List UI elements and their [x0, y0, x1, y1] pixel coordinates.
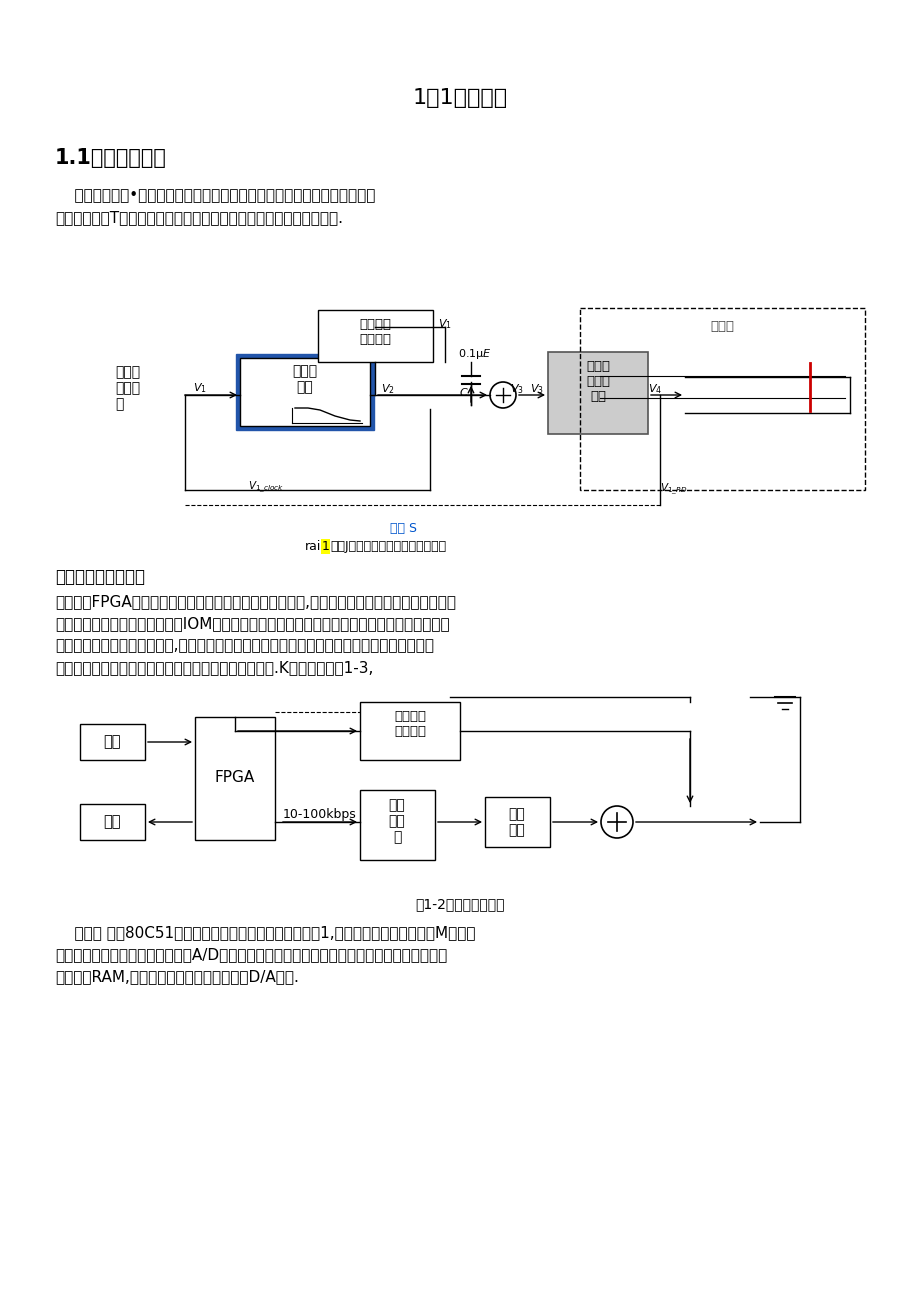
Text: $V_1$: $V_1$ — [437, 317, 451, 330]
Bar — [236, 354, 374, 431]
Text: 总体方案选择与论证: 总体方案选择与论证 — [55, 569, 145, 585]
Text: 增益
控制: 增益 控制 — [508, 807, 525, 837]
Text: FPGA: FPGA — [215, 770, 255, 786]
Text: 定的数字信号处理，最终输出用示波器来推断传输性能.K系统框图如图1-3,: 定的数字信号处理，最终输出用示波器来推断传输性能.K系统框图如图1-3, — [55, 660, 373, 675]
Text: 显示: 显示 — [103, 814, 120, 830]
Text: 伪随机信
号发生器: 伪随机信 号发生器 — [358, 317, 391, 346]
Text: 题目要求设计•个简易数字信号传输性能分析仪，实现数字信号传输性能测: 题目要求设计•个简易数字信号传输性能分析仪，实现数字信号传输性能测 — [55, 189, 375, 203]
Text: 0.1μ$E$: 0.1μ$E$ — [458, 347, 492, 360]
Bar — [80, 804, 145, 840]
Text: 1.1总体设计方案: 1.1总体设计方案 — [55, 148, 166, 168]
Text: $V_2$: $V_2$ — [380, 382, 394, 396]
Text: $V_3$: $V_3$ — [529, 382, 543, 396]
Bar — [359, 790, 435, 860]
Text: 10-100kbps: 10-100kbps — [283, 808, 357, 821]
Text: 伪随机信
号发生器: 伪随机信 号发生器 — [393, 710, 425, 738]
Text: rai: rai — [305, 540, 321, 553]
Text: $V_{1\_clock}$: $V_{1\_clock}$ — [248, 480, 284, 496]
Text: 数字信号通过低通注波朔，并用IOM伪随机码进行冷定处理后，模拟加性噪声，伪题机码会加在: 数字信号通过低通注波朔，并用IOM伪随机码进行冷定处理后，模拟加性噪声，伪题机码… — [55, 615, 449, 631]
Bar — [579, 308, 864, 490]
Text: 方案：用FPGA可编程逻辑器件作为限制及为据处理的核心,在发送端产生数字信号，发送过程中: 方案：用FPGA可编程逻辑器件作为限制及为据处理的核心,在发送端产生数字信号，发… — [55, 595, 456, 609]
Text: 外接触发电路产生触发信号，通过A/D转换将模拟信号转换成数字信号，再通过单片机将数据锁: 外接触发电路产生触发信号，通过A/D转换将模拟信号转换成数字信号，再通过单片机将… — [55, 947, 447, 961]
Text: 尚乁J数字信号内检性俺分析仪框图: 尚乁J数字信号内检性俺分析仪框图 — [330, 540, 446, 553]
Text: $V_3$: $V_3$ — [509, 382, 523, 396]
Text: 按键: 按键 — [103, 735, 120, 749]
Text: $C$: $C$ — [459, 386, 469, 398]
Bar — [318, 310, 433, 362]
Text: 开关 S: 开关 S — [390, 522, 416, 535]
Text: 1．1系统设计: 1．1系统设计 — [412, 88, 507, 108]
Text: 眼幅度: 眼幅度 — [709, 320, 733, 333]
Text: 通过低通注波器的数字信号上,用三种不同的低通注波器模拟三种不同的信道，在接收端进行肯: 通过低通注波器的数字信号上,用三种不同的低通注波器模拟三种不同的信道，在接收端进… — [55, 637, 434, 653]
Text: 1: 1 — [322, 540, 330, 553]
Bar — [548, 353, 647, 435]
Text: $V_4$: $V_4$ — [647, 382, 662, 396]
Text: $V_1$: $V_1$ — [193, 381, 207, 394]
Text: 号分信
电路析
数字: 号分信 电路析 数字 — [585, 360, 609, 403]
Bar — [80, 723, 145, 760]
Bar — [359, 703, 460, 760]
Text: 低通
滤波
器: 低通 滤波 器 — [388, 798, 405, 844]
Bar — [195, 717, 275, 840]
Bar — [484, 798, 550, 847]
Text: 数字信
号发生
器: 数字信 号发生 器 — [115, 366, 140, 411]
Text: 低通滤
波器: 低通滤 波器 — [292, 364, 317, 394]
Text: 方案二 采纳80C51单片机为限制核心，其系统框图如图1,对输入信号进行放大或衰M后，用: 方案二 采纳80C51单片机为限制核心，其系统框图如图1,对输入信号进行放大或衰… — [55, 925, 475, 941]
Text: 图1-2方案一系统框图: 图1-2方案一系统框图 — [414, 896, 505, 911]
Text: 存至外部RAM,然后由单片机限制将数据送至D/A输出.: 存至外部RAM,然后由单片机限制将数据送至D/A输出. — [55, 969, 299, 984]
Text: 试；同时设计T个低通戏波器和一个伪随机信号发生器来模拟传输信道.: 试；同时设计T个低通戏波器和一个伪随机信号发生器来模拟传输信道. — [55, 209, 343, 225]
Bar — [240, 358, 369, 425]
Text: $V_{1\_RD}$: $V_{1\_RD}$ — [659, 481, 686, 497]
